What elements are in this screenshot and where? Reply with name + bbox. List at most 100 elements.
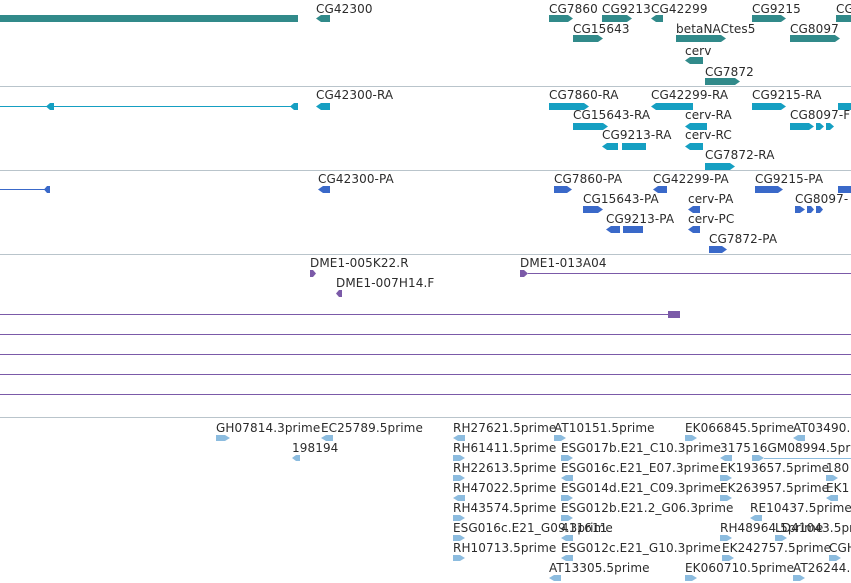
feature-label[interactable]: CG42300-RA	[316, 88, 394, 102]
feature-glyph[interactable]	[705, 163, 735, 170]
transcript-intron[interactable]	[0, 106, 298, 107]
clone-line[interactable]	[0, 394, 851, 395]
feature-label[interactable]: CG15643-PA	[583, 192, 659, 206]
feature-glyph[interactable]	[292, 455, 300, 461]
feature-label[interactable]: EK242757.5prime	[722, 541, 832, 555]
feature-label[interactable]: CG8097	[790, 22, 839, 36]
feature-label[interactable]: RH27621.5prime	[453, 421, 557, 435]
feature-glyph[interactable]	[549, 575, 561, 581]
feature-label[interactable]: CG8097-F	[790, 108, 851, 122]
feature-glyph[interactable]	[561, 535, 573, 541]
feature-label[interactable]: 198194	[292, 441, 339, 455]
feature-glyph[interactable]	[720, 535, 732, 541]
feature-label[interactable]: ESG014d.E21_C09.3prime	[561, 481, 721, 495]
feature-glyph[interactable]	[720, 455, 732, 461]
feature-label[interactable]: 3175	[720, 441, 751, 455]
feature-glyph[interactable]	[561, 475, 573, 481]
feature-glyph[interactable]	[752, 15, 786, 22]
feature-label[interactable]: CG7860	[549, 2, 598, 16]
feature-glyph[interactable]	[44, 186, 50, 193]
feature-label[interactable]: LD41043.5prime	[775, 521, 851, 535]
feature-glyph[interactable]	[316, 103, 330, 110]
feature-glyph[interactable]	[290, 103, 298, 110]
feature-glyph[interactable]	[826, 123, 834, 130]
feature-label[interactable]: CG15643	[573, 22, 630, 36]
feature-label[interactable]: EC25789.5prime	[321, 421, 423, 435]
feature-glyph[interactable]	[549, 103, 589, 110]
feature-label[interactable]: AT13305.5prime	[549, 561, 650, 575]
feature-glyph[interactable]	[793, 575, 805, 581]
feature-glyph[interactable]	[838, 186, 851, 193]
feature-label[interactable]: ESG012c.E21_G10.3prime	[561, 541, 721, 555]
clone-line[interactable]	[0, 374, 851, 375]
feature-glyph[interactable]	[722, 555, 734, 561]
feature-glyph[interactable]	[583, 206, 603, 213]
feature-glyph[interactable]	[685, 575, 697, 581]
feature-label[interactable]: RH61411.5prime	[453, 441, 557, 455]
feature-glyph[interactable]	[790, 123, 814, 130]
feature-glyph[interactable]	[826, 495, 838, 501]
feature-glyph[interactable]	[453, 495, 465, 501]
feature-glyph[interactable]	[816, 206, 823, 213]
feature-label[interactable]: RH22613.5prime	[453, 461, 557, 475]
feature-glyph[interactable]	[688, 226, 700, 233]
feature-glyph[interactable]	[793, 435, 805, 441]
feature-label[interactable]: RH48964.5prime	[720, 521, 824, 535]
feature-glyph[interactable]	[554, 435, 566, 441]
protein-line[interactable]	[0, 189, 48, 190]
feature-glyph[interactable]	[216, 435, 230, 441]
feature-glyph[interactable]	[318, 186, 330, 193]
feature-label[interactable]: CG15643-RA	[573, 108, 651, 122]
feature-glyph[interactable]	[685, 57, 703, 64]
feature-glyph[interactable]	[685, 123, 707, 130]
feature-glyph[interactable]	[602, 15, 632, 22]
feature-label[interactable]: CG7872-RA	[705, 148, 775, 162]
feature-label[interactable]: DME1-005K22.R	[310, 256, 409, 270]
feature-glyph[interactable]	[836, 15, 851, 22]
feature-label[interactable]: CG42300	[316, 2, 373, 16]
feature-label[interactable]: AT10151.5prime	[554, 421, 655, 435]
feature-label[interactable]: cerv	[685, 44, 712, 58]
feature-glyph[interactable]	[838, 103, 851, 110]
feature-glyph[interactable]	[790, 35, 840, 42]
feature-label[interactable]: RE10437.5prime	[750, 501, 851, 515]
feature-glyph[interactable]	[829, 555, 841, 561]
feature-label[interactable]: EK060710.5prime	[685, 561, 795, 575]
feature-glyph[interactable]	[310, 270, 316, 277]
feature-glyph[interactable]	[720, 475, 732, 481]
feature-glyph[interactable]	[676, 35, 726, 42]
feature-glyph[interactable]	[750, 515, 762, 521]
feature-glyph[interactable]	[561, 495, 573, 501]
feature-label[interactable]: 16GM08994.5prime	[752, 441, 851, 455]
feature-label[interactable]: CG42299-PA	[653, 172, 729, 186]
feature-glyph[interactable]	[705, 78, 740, 85]
feature-glyph[interactable]	[709, 246, 727, 253]
feature-glyph[interactable]	[549, 15, 573, 22]
feature-label[interactable]: CG7860-RA	[549, 88, 619, 102]
clone-line[interactable]	[528, 273, 851, 274]
feature-label[interactable]: cerv-PC	[688, 212, 735, 226]
feature-label[interactable]: CG7872-PA	[709, 232, 778, 246]
feature-label[interactable]: RH47022.5prime	[453, 481, 557, 495]
feature-glyph[interactable]	[807, 206, 814, 213]
feature-glyph[interactable]	[316, 15, 330, 22]
feature-label[interactable]: 180	[826, 461, 850, 475]
feature-label[interactable]: CG9215	[752, 2, 801, 16]
feature-label[interactable]: CG9215-PA	[755, 172, 824, 186]
feature-glyph[interactable]	[651, 15, 663, 22]
feature-label[interactable]: cerv-RA	[685, 108, 732, 122]
feature-label[interactable]: DME1-013A04	[520, 256, 607, 270]
feature-label[interactable]: RH10713.5prime	[453, 541, 557, 555]
feature-glyph[interactable]	[826, 475, 838, 481]
feature-glyph[interactable]	[453, 535, 465, 541]
feature-label[interactable]: EK066845.5prime	[685, 421, 795, 435]
feature-glyph[interactable]	[755, 186, 783, 193]
feature-glyph[interactable]	[453, 555, 465, 561]
feature-label[interactable]: ESG012b.E21.2_G06.3prime	[561, 501, 734, 515]
feature-glyph[interactable]	[720, 495, 732, 501]
feature-label[interactable]: ESG016c.E21_G09.3prime	[453, 521, 613, 535]
feature-glyph[interactable]	[602, 143, 618, 150]
feature-label[interactable]: AT03490.	[793, 421, 851, 435]
feature-label[interactable]: 411611	[561, 521, 608, 535]
feature-label[interactable]: CG7860-PA	[554, 172, 623, 186]
